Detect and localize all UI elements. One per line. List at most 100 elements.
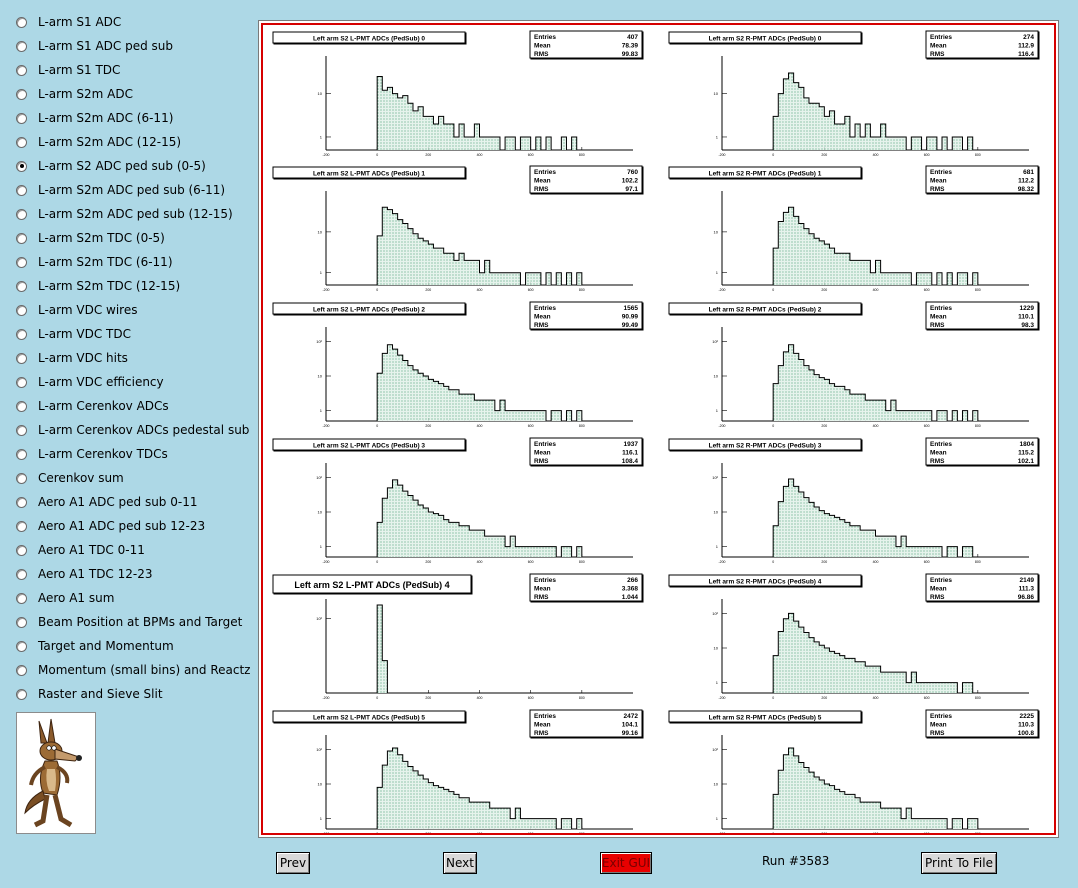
histogram-bin	[895, 808, 902, 829]
histogram-bin	[773, 794, 779, 829]
menu-option[interactable]: L-arm Cerenkov TDCs	[16, 444, 256, 464]
radio-button[interactable]	[16, 40, 27, 52]
radio-button[interactable]	[16, 520, 27, 532]
menu-option[interactable]: L-arm S2m TDC (12-15)	[16, 276, 256, 296]
histogram-bin	[803, 497, 809, 557]
histogram-bin	[433, 123, 439, 150]
radio-button[interactable]	[16, 256, 27, 268]
histogram-bin	[880, 672, 886, 693]
radio-button[interactable]	[16, 280, 27, 292]
histogram-bin	[540, 818, 547, 829]
histogram-bin	[962, 410, 968, 421]
stats-label: Mean	[930, 450, 947, 457]
radio-button[interactable]	[16, 328, 27, 340]
radio-button[interactable]	[16, 376, 27, 388]
histogram-bin	[824, 379, 830, 421]
radio-button[interactable]	[16, 664, 27, 676]
menu-option[interactable]: Target and Momentum	[16, 636, 256, 656]
menu-option[interactable]: L-arm VDC wires	[16, 300, 256, 320]
radio-button[interactable]	[16, 616, 27, 628]
radio-button[interactable]	[16, 544, 27, 556]
menu-option[interactable]: Aero A1 TDC 12-23	[16, 564, 256, 584]
histogram-bin	[972, 818, 978, 829]
histogram-title: Left arm S2 R-PMT ADCs (PedSub) 0	[709, 36, 822, 43]
y-tick-label: 10	[318, 374, 323, 379]
menu-option[interactable]: L-arm S2m ADC ped sub (12-15)	[16, 204, 256, 224]
menu-option[interactable]: Aero A1 ADC ped sub 0-11	[16, 492, 256, 512]
radio-button[interactable]	[16, 472, 27, 484]
menu-option-label: L-arm Cerenkov ADCs	[38, 399, 169, 413]
histogram-bin	[377, 522, 383, 557]
x-tick-label: 200	[821, 560, 827, 564]
menu-option[interactable]: L-arm S2m ADC ped sub (6-11)	[16, 180, 256, 200]
stats-label: Entries	[930, 713, 952, 720]
menu-option[interactable]: L-arm S2m TDC (0-5)	[16, 228, 256, 248]
root-canvas[interactable]: Left arm S2 L-PMT ADCs (PedSub) 0 Entries…	[258, 20, 1059, 838]
radio-button[interactable]	[16, 448, 27, 460]
histogram-title: Left arm S2 L-PMT ADCs (PedSub) 4	[294, 580, 449, 590]
menu-option[interactable]: L-arm Cerenkov ADCs pedestal sub	[16, 420, 256, 440]
radio-button[interactable]	[16, 592, 27, 604]
histogram-bin	[844, 522, 850, 557]
stats-label: Entries	[930, 169, 952, 176]
histogram-bin	[510, 136, 516, 150]
menu-option[interactable]: L-arm S2m ADC (12-15)	[16, 132, 256, 152]
stats-value: 2472	[624, 713, 639, 720]
histogram-title-box	[272, 438, 466, 451]
menu-option[interactable]: Aero A1 sum	[16, 588, 256, 608]
radio-button[interactable]	[16, 424, 27, 436]
radio-button[interactable]	[16, 88, 27, 100]
histogram-outline	[376, 206, 583, 286]
radio-button[interactable]	[16, 568, 27, 580]
radio-button[interactable]	[16, 232, 27, 244]
radio-button[interactable]	[16, 304, 27, 316]
radio-button[interactable]	[16, 688, 27, 700]
menu-option[interactable]: L-arm VDC TDC	[16, 324, 256, 344]
radio-button[interactable]	[16, 640, 27, 652]
histogram-bin	[510, 272, 516, 285]
menu-option[interactable]: Cerenkov sum	[16, 468, 256, 488]
menu-option[interactable]: L-arm VDC efficiency	[16, 372, 256, 392]
histogram-title: Left arm S2 R-PMT ADCs (PedSub) 5	[709, 715, 822, 722]
histogram-bin	[443, 386, 449, 421]
menu-option[interactable]: Aero A1 TDC 0-11	[16, 540, 256, 560]
radio-button[interactable]	[16, 400, 27, 412]
menu-option[interactable]: L-arm S2m TDC (6-11)	[16, 252, 256, 272]
menu-option[interactable]: Momentum (small bins) and Reactz	[16, 660, 256, 680]
radio-button[interactable]	[16, 208, 27, 220]
menu-option[interactable]: L-arm S1 TDC	[16, 60, 256, 80]
histogram-bin	[783, 618, 789, 693]
menu-option[interactable]: Raster and Sieve Slit	[16, 684, 256, 704]
menu-option[interactable]: L-arm S2 ADC ped sub (0-5)	[16, 156, 256, 176]
histogram-bin	[377, 235, 383, 285]
radio-button[interactable]	[16, 112, 27, 124]
menu-option-label: L-arm VDC wires	[38, 303, 138, 317]
prev-button[interactable]: Prev	[276, 852, 310, 874]
next-button[interactable]: Next	[443, 852, 477, 874]
histogram-bin	[901, 672, 907, 693]
menu-option[interactable]: L-arm S1 ADC ped sub	[16, 36, 256, 56]
histogram-bin	[505, 272, 511, 285]
radio-button[interactable]	[16, 136, 27, 148]
radio-button[interactable]	[16, 16, 27, 28]
menu-option[interactable]: Beam Position at BPMs and Target	[16, 612, 256, 632]
menu-option[interactable]: Aero A1 ADC ped sub 12-23	[16, 516, 256, 536]
menu-option[interactable]: L-arm S2m ADC	[16, 84, 256, 104]
exit-gui-button[interactable]: Exit GUI	[600, 852, 652, 874]
stats-label: Mean	[534, 43, 551, 50]
radio-button[interactable]	[16, 160, 27, 172]
x-tick-label: 200	[425, 288, 431, 292]
radio-button[interactable]	[16, 64, 27, 76]
radio-button[interactable]	[16, 352, 27, 364]
menu-option[interactable]: L-arm VDC hits	[16, 348, 256, 368]
x-tick-label: 800	[579, 832, 585, 833]
radio-button[interactable]	[16, 496, 27, 508]
print-to-file-button[interactable]: Print To File	[921, 852, 997, 874]
menu-option[interactable]: L-arm S2m ADC (6-11)	[16, 108, 256, 128]
histogram-bin	[382, 90, 388, 150]
menu-option[interactable]: L-arm Cerenkov ADCs	[16, 396, 256, 416]
histogram-bin	[824, 784, 830, 829]
x-tick-label: 600	[528, 696, 534, 700]
menu-option[interactable]: L-arm S1 ADC	[16, 12, 256, 32]
radio-button[interactable]	[16, 184, 27, 196]
